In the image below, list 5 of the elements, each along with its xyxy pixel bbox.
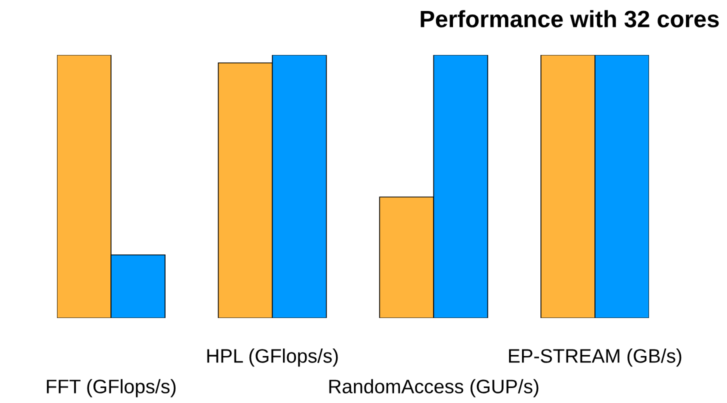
chart-title: Performance with 32 cores	[420, 10, 719, 28]
x-tick-label: EP-STREAM (GB/s)	[509, 348, 682, 367]
x-tick-label: HPL (GFlops/s)	[207, 348, 338, 367]
x-tick-label: FFT (GFlops/s)	[46, 379, 176, 398]
x-tick-label: RandomAccess (GUP/s)	[329, 379, 538, 398]
